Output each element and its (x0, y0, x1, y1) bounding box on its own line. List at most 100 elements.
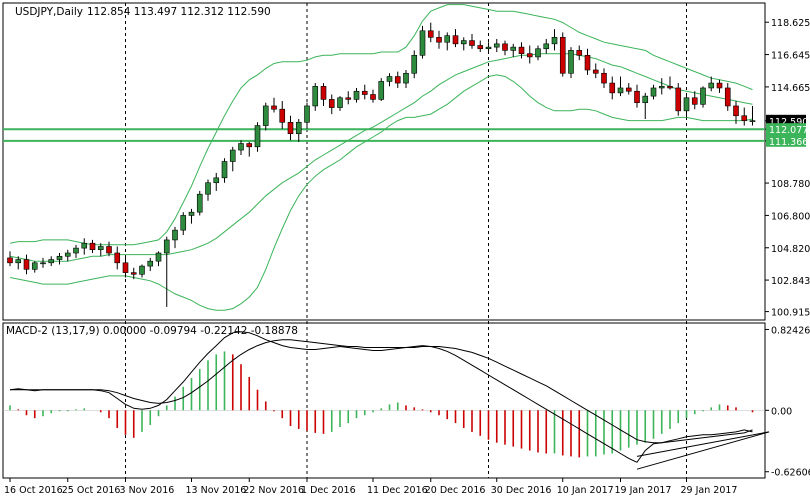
date-tick-label: 19 Jan 2017 (615, 485, 672, 496)
date-tick-label: 16 Oct 2016 (4, 485, 63, 496)
macd-tick-label: 0.00 (771, 406, 792, 417)
candle-body (328, 99, 335, 108)
candle-body (617, 87, 624, 94)
candle-body (460, 40, 467, 45)
candle-body (353, 90, 360, 100)
candle-body (667, 86, 673, 89)
candle-body (89, 242, 96, 251)
candle-body (700, 87, 706, 105)
candle-body (40, 262, 46, 265)
candle-body (419, 30, 426, 56)
candle-body (658, 86, 665, 89)
price-tick-label: 100.915 (771, 308, 810, 319)
price-tick-label: 118.625 (771, 18, 810, 29)
candle-body (724, 87, 731, 107)
candle-body (716, 82, 723, 89)
candle-body (188, 211, 195, 216)
candle-body (733, 105, 739, 117)
candle-body (221, 161, 228, 179)
macd-plot-frame (2, 322, 766, 479)
candle-body (568, 50, 574, 74)
candle-body (675, 87, 682, 112)
date-tick-label: 22 Nov 2016 (243, 485, 304, 496)
price-marker-box (766, 134, 806, 147)
candle-body (31, 262, 38, 270)
candle-body (411, 54, 418, 74)
candle-body (394, 76, 401, 84)
candle-body (609, 82, 616, 94)
price-tick-label: 102.843 (771, 276, 810, 287)
candle-body (502, 43, 508, 51)
candle-body (683, 97, 690, 112)
candle-body (139, 265, 145, 275)
candle-body (172, 229, 178, 241)
macd-trendline (636, 431, 770, 470)
candle-body (122, 262, 129, 273)
price-marker-label: 112.077 (769, 125, 808, 136)
candle-body (23, 259, 30, 270)
candle-body (345, 97, 352, 100)
price-marker-box (766, 123, 806, 136)
candle-body (246, 143, 253, 148)
candle-body (386, 76, 393, 82)
price-header-symbol: USDJPY,Daily (15, 6, 83, 18)
candle-body (592, 69, 599, 74)
candle-body (436, 37, 442, 43)
candle-body (114, 252, 121, 264)
candle-body (584, 54, 591, 71)
candle-body (337, 97, 343, 108)
candle-body (106, 246, 112, 254)
candle-body (180, 215, 187, 231)
price-header-ohlc: 112.854 113.497 112.312 112.590 (87, 6, 271, 18)
candle-body (73, 247, 79, 254)
bollinger-upper-line (9, 4, 753, 246)
candle-body (601, 72, 607, 84)
candle-body (130, 272, 137, 275)
candle-body (196, 193, 203, 213)
macd-header: MACD-2 (13,17,9) 0.00000 -0.09794 -0.221… (6, 325, 298, 337)
date-tick-label: 13 Nov 2016 (186, 485, 247, 496)
candle-body (213, 177, 220, 184)
candle-body (229, 149, 236, 162)
candle-body (147, 260, 154, 267)
candle-body (271, 105, 277, 110)
candle-body (493, 43, 500, 48)
candle-body (708, 82, 715, 89)
candle-body (691, 97, 698, 105)
candle-body (320, 86, 327, 100)
candle-body (741, 115, 748, 121)
candle-body (444, 35, 451, 43)
candle-body (650, 87, 657, 97)
candle-body (205, 182, 211, 195)
candle-body (477, 45, 484, 50)
candle-body (469, 40, 475, 46)
price-tick-label: 104.820 (771, 244, 810, 255)
candle-body (543, 43, 550, 50)
candle-body (361, 90, 368, 95)
candle-body (518, 46, 525, 54)
price-tick-label: 114.665 (771, 83, 810, 94)
candle-body (163, 239, 170, 254)
price-plot-frame (2, 2, 766, 321)
macd-line (9, 331, 753, 463)
candle-body (312, 86, 319, 107)
price-marker-label: 112.590 (769, 117, 808, 128)
candle-body (403, 72, 409, 84)
macd-tick-label: -0.62606 (771, 468, 810, 479)
candle-body (535, 48, 541, 58)
candle-body (526, 53, 533, 58)
candle-body (287, 121, 294, 135)
date-tick-label: 3 Nov 2016 (120, 485, 175, 496)
candle-body (634, 90, 640, 103)
candle-body (262, 105, 269, 126)
candle-body (304, 105, 310, 123)
candle-body (510, 46, 517, 51)
candle-body (64, 252, 71, 257)
date-tick-label: 20 Dec 2016 (425, 485, 486, 496)
candle-body (48, 259, 55, 264)
bollinger-middle-line (9, 53, 753, 262)
macd-trendline (636, 431, 770, 457)
candle-body (485, 46, 492, 50)
